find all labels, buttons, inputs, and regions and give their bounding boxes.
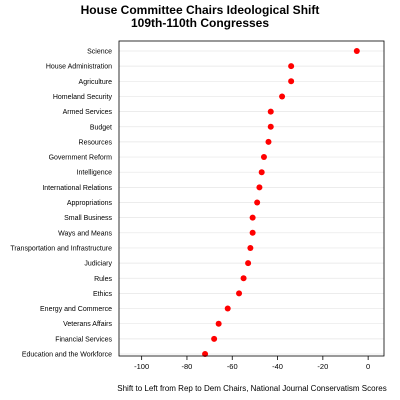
data-point (267, 123, 274, 130)
x-tick-label: -80 (182, 362, 193, 371)
category-label: Financial Services (55, 336, 112, 343)
category-labels: Science House Administration Agriculture Ho… (10, 49, 112, 359)
data-point (254, 199, 261, 206)
category-label: Government Reform (49, 155, 113, 162)
data-point (215, 320, 222, 327)
data-point (260, 154, 267, 161)
plot-frame (118, 40, 385, 357)
category-label: Veterans Affairs (63, 321, 112, 328)
category-label: House Administration (46, 64, 112, 71)
data-point (256, 184, 263, 191)
x-tick-label: -100 (134, 362, 149, 371)
category-label: Intelligence (77, 170, 113, 177)
category-label: Small Business (64, 215, 112, 222)
data-point (211, 335, 218, 342)
category-label: Transportation and Infrastructure (10, 245, 112, 252)
category-label: International Relations (42, 185, 112, 192)
chart-title: House Committee Chairs Ideological Shift (81, 3, 320, 17)
data-point (353, 48, 360, 54)
category-label: Resources (79, 139, 113, 146)
data-point (265, 138, 272, 145)
category-label: Judiciary (84, 261, 112, 268)
category-label: Armed Services (63, 109, 113, 116)
data-point (240, 275, 247, 282)
data-point (249, 214, 256, 221)
gridlines (119, 50, 384, 355)
x-axis-label: Shift to Left from Rep to Dem Chairs, Na… (117, 384, 386, 393)
category-label: Energy and Commerce (40, 306, 112, 313)
data-point (258, 169, 265, 176)
x-tick-label: -40 (272, 362, 283, 371)
data-point (279, 93, 286, 100)
category-label: Ethics (93, 291, 113, 298)
chart-subtitle: 109th-110th Congresses (131, 16, 269, 30)
category-label: Budget (90, 124, 112, 131)
x-axis: -100 -80 -60 -40 -20 0 (134, 356, 370, 371)
data-point (267, 108, 274, 115)
data-point (236, 290, 243, 297)
category-label: Agriculture (79, 79, 113, 86)
data-point (247, 244, 254, 251)
category-label: Rules (94, 276, 112, 283)
category-label: Homeland Security (53, 94, 113, 101)
category-label: Ways and Means (58, 230, 112, 237)
x-tick-label: 0 (366, 362, 370, 371)
x-tick-label: -20 (317, 362, 328, 371)
data-point (288, 78, 295, 85)
x-tick-label: -60 (227, 362, 238, 371)
category-label: Education and the Workforce (22, 352, 112, 359)
data-point (224, 305, 231, 312)
data-points (202, 48, 360, 357)
data-point (245, 260, 252, 267)
data-point (249, 229, 256, 236)
category-label: Science (87, 49, 112, 56)
data-point (288, 63, 295, 70)
data-point (202, 351, 209, 357)
category-label: Appropriations (67, 200, 113, 207)
